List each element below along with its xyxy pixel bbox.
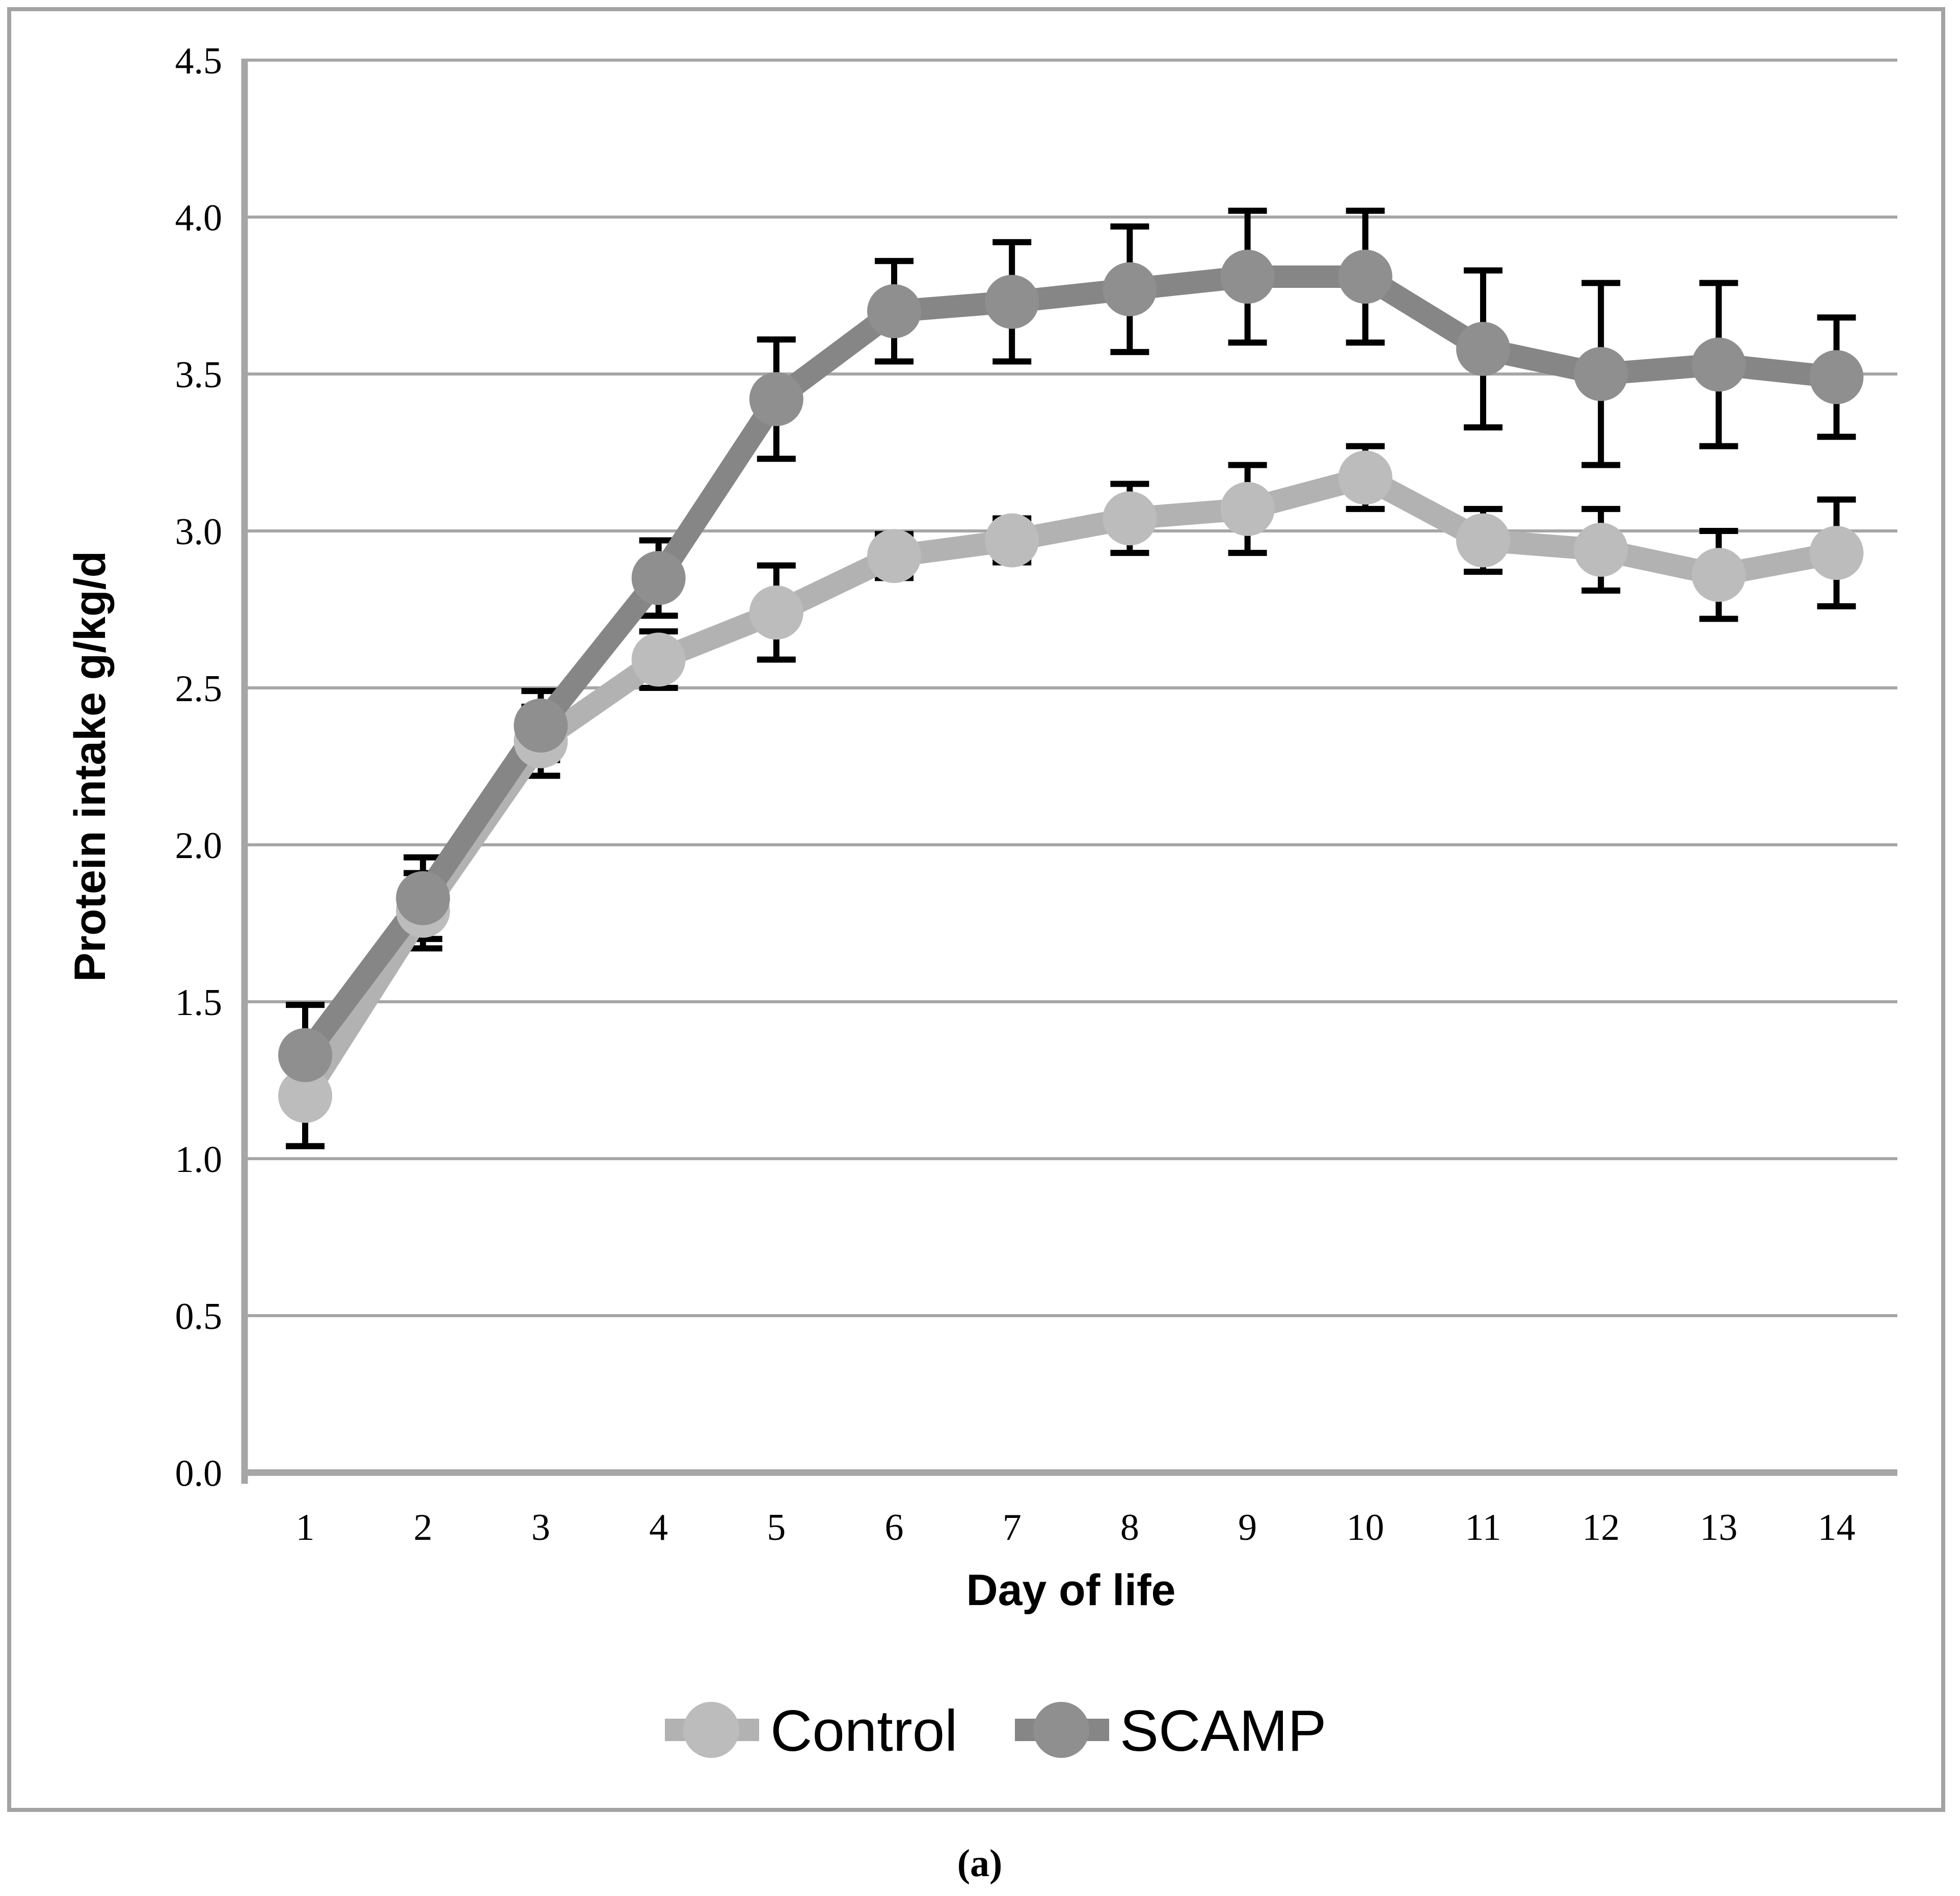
scamp-marker-day-13 [1691,337,1746,392]
control-marker-day-4 [631,632,686,687]
x-tick-label-7: 7 [1003,1507,1022,1548]
x-tick-label-13: 13 [1700,1507,1737,1548]
scamp-marker-day-3 [514,698,568,753]
legend-label-control: Control [770,1699,958,1764]
y-tick-label-1.5: 1.5 [175,982,223,1024]
y-axis-tick-labels: 0.0 0.5 1.0 1.5 2.0 2.5 3.0 3.5 4.0 4.5 [175,40,223,1494]
x-tick-label-14: 14 [1818,1507,1856,1548]
x-tick-label-11: 11 [1465,1507,1501,1548]
series-markers [278,250,1864,1123]
x-tick-label-9: 9 [1238,1507,1257,1548]
control-marker-day-9 [1220,482,1275,536]
x-tick-label-4: 4 [649,1507,668,1548]
scamp-marker-day-5 [749,372,803,426]
control-marker-day-7 [985,513,1039,568]
axes [241,59,1897,1484]
x-axis-tick-labels: 1 2 3 4 5 6 7 8 9 10 11 12 13 14 [296,1507,1856,1548]
y-tick-label-3.0: 3.0 [175,511,223,553]
y-tick-label-4.0: 4.0 [175,197,223,239]
y-tick-label-4.5: 4.5 [175,40,223,82]
scamp-marker-day-1 [278,1028,332,1082]
legend-marker-dot-control [683,1702,739,1758]
scamp-marker-day-8 [1103,262,1157,316]
y-tick-label-0.0: 0.0 [175,1453,223,1494]
y-axis-title: Protein intake g/kg/d [66,551,115,982]
control-marker-day-11 [1456,513,1510,568]
x-tick-label-1: 1 [296,1507,315,1548]
control-marker-day-1 [278,1069,332,1123]
y-tick-label-0.5: 0.5 [175,1296,223,1338]
scamp-marker-day-12 [1574,347,1628,401]
control-marker-day-10 [1338,450,1392,505]
scamp-marker-day-10 [1338,250,1392,304]
scamp-marker-day-2 [396,871,450,925]
scamp-marker-day-4 [631,551,686,605]
y-tick-label-2.0: 2.0 [175,825,223,867]
x-tick-label-5: 5 [767,1507,786,1548]
legend: Control SCAMP [665,1699,1326,1764]
scamp-marker-day-14 [1809,350,1864,405]
legend-marker-dot-scamp [1033,1702,1089,1758]
scamp-marker-day-11 [1456,322,1510,376]
x-tick-label-10: 10 [1347,1507,1384,1548]
control-marker-day-13 [1691,548,1746,602]
control-marker-day-14 [1809,526,1864,580]
y-tick-label-3.5: 3.5 [175,354,223,396]
control-marker-day-8 [1103,491,1157,546]
y-tick-label-2.5: 2.5 [175,668,223,710]
x-tick-label-6: 6 [885,1507,904,1548]
scamp-marker-day-6 [867,284,921,338]
legend-label-scamp: SCAMP [1120,1699,1326,1764]
x-tick-label-3: 3 [531,1507,550,1548]
y-tick-label-1.0: 1.0 [175,1139,223,1181]
scamp-marker-day-7 [985,275,1039,329]
x-tick-label-2: 2 [414,1507,433,1548]
control-marker-day-5 [749,585,803,640]
scamp-marker-day-9 [1220,250,1275,304]
control-marker-day-6 [867,529,921,583]
figure-caption: (a) [957,1842,1003,1885]
x-tick-label-12: 12 [1582,1507,1620,1548]
x-axis-title: Day of life [966,1566,1176,1615]
control-marker-day-12 [1574,522,1628,577]
x-tick-label-8: 8 [1120,1507,1139,1548]
